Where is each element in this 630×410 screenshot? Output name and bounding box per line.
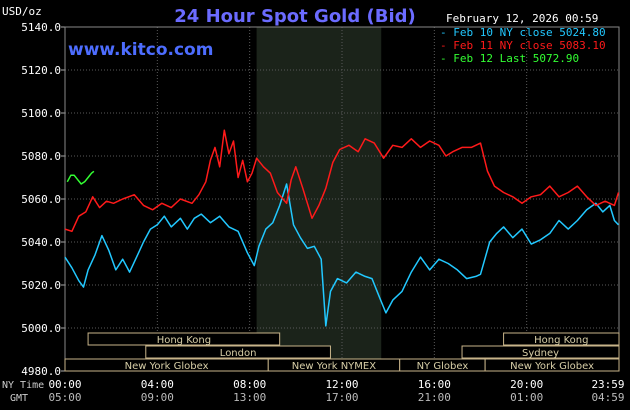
session-bars: Hong Kong New York NYMEX Hong Kong London Sy… — [64, 332, 620, 372]
y-tick-label: 5100.0 — [21, 107, 61, 120]
legend-entry: - Feb 10 NY close 5024.80 — [440, 26, 606, 39]
session-hong-kong-label: Hong Kong — [157, 335, 211, 346]
session-sydney-label: Sydney — [522, 348, 559, 359]
x-tick-label-ny: 20:00 — [510, 378, 543, 391]
x-tick-label-ny: 16:00 — [418, 378, 451, 391]
nymex-session-shade — [256, 27, 382, 371]
chart-title: 24 Hour Spot Gold (Bid) — [174, 6, 415, 27]
y-tick-label: 5080.0 — [21, 150, 61, 163]
x-tick-label-gmt: 01:00 — [510, 391, 543, 404]
session-london — [145, 345, 331, 359]
session-nymex-label: New York NYMEX — [292, 361, 377, 372]
y-tick-label: 5020.0 — [21, 279, 61, 292]
x-tick-label-ny: 08:00 — [233, 378, 266, 391]
y-tick-label: 5060.0 — [21, 193, 61, 206]
session-globex-label: New York Globex — [125, 361, 209, 372]
legend-entry: - Feb 11 NY close 5083.10 — [440, 39, 606, 52]
session-globex — [64, 358, 269, 372]
session-globex-2-label: New York Globex — [510, 361, 594, 372]
y-tick-label: 5000.0 — [21, 322, 61, 335]
series-group — [64, 129, 620, 327]
session-hong-kong-2 — [503, 332, 620, 346]
y-tick-label: 5040.0 — [21, 236, 61, 249]
y-tick-labels: 4980.0 5000.0 5020.0 5040.0 5060.0 5080.0 5100… — [21, 21, 61, 378]
x-tick-label-gmt: 05:00 — [48, 391, 81, 404]
site-watermark: www.kitco.com — [68, 40, 213, 60]
x-tick-label-ny: 00:00 — [48, 378, 81, 391]
series-line-0 — [64, 183, 620, 327]
x-tick-label-ny: 04:00 — [141, 378, 174, 391]
y-unit-label: USD/oz — [2, 5, 42, 18]
x-tick-label-ny: 23:59 — [591, 378, 624, 391]
session-hong-kong-2-label: Hong Kong — [534, 335, 588, 346]
y-tick-label: 5140.0 — [21, 21, 61, 34]
y-tick-label: 5120.0 — [21, 64, 61, 77]
gmt-label: GMT — [10, 393, 28, 404]
x-tick-label-gmt: 04:59 — [591, 391, 624, 404]
series-line-1 — [64, 129, 620, 233]
session-hong-kong — [87, 332, 281, 346]
legend: - Feb 10 NY close 5024.80- Feb 11 NY clo… — [440, 26, 606, 65]
session-london-label: London — [220, 348, 257, 359]
series-line-2 — [66, 170, 95, 185]
legend-entry: - Feb 12 Last 5072.90 — [440, 52, 579, 65]
y-tick-label: 4980.0 — [21, 365, 61, 378]
x-tick-label-gmt: 21:00 — [418, 391, 451, 404]
session-ny-globex-label: NY Globex — [417, 361, 469, 372]
ny-time-label: NY Time — [2, 380, 44, 391]
x-tick-label-gmt: 13:00 — [233, 391, 266, 404]
x-tick-label-ny: 12:00 — [325, 378, 358, 391]
x-tick-label-gmt: 09:00 — [141, 391, 174, 404]
x-tick-label-gmt: 17:00 — [325, 391, 358, 404]
timestamp: February 12, 2026 00:59 — [446, 12, 598, 25]
session-globex-2 — [484, 358, 620, 372]
session-sydney — [461, 345, 620, 359]
